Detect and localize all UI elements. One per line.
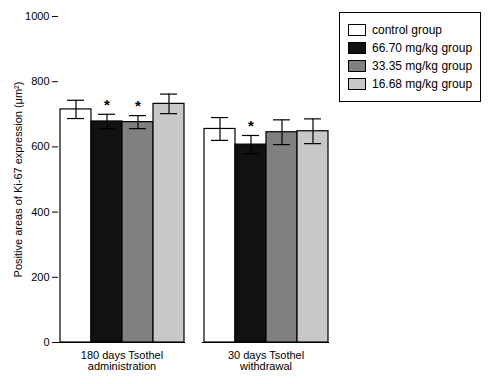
svg-text:30 days Tsothelwithdrawal: 30 days Tsothelwithdrawal [228,349,304,372]
svg-text:Positive areas of Ki-67 expres: Positive areas of Ki-67 expression (μm²) [12,82,24,278]
html-text:33.35 mg/kg group: 33.35 mg/kg group [372,59,473,73]
svg-text:400: 400 [31,206,49,218]
html-text:16.68 mg/kg group: 16.68 mg/kg group [372,77,473,91]
svg-text:180 days Tsotheladministration: 180 days Tsotheladministration [81,349,163,372]
svg-text:*: * [248,117,254,134]
html-text:control group: control group [372,23,442,37]
svg-text:*: * [104,96,110,113]
html-text:66.70 mg/kg group: 66.70 mg/kg group [372,41,473,55]
svg-text:1000: 1000 [25,10,49,22]
svg-text:800: 800 [31,75,49,87]
svg-text:*: * [135,97,141,114]
svg-text:200: 200 [31,271,49,283]
svg-text:600: 600 [31,140,49,152]
svg-text:0: 0 [43,336,49,348]
